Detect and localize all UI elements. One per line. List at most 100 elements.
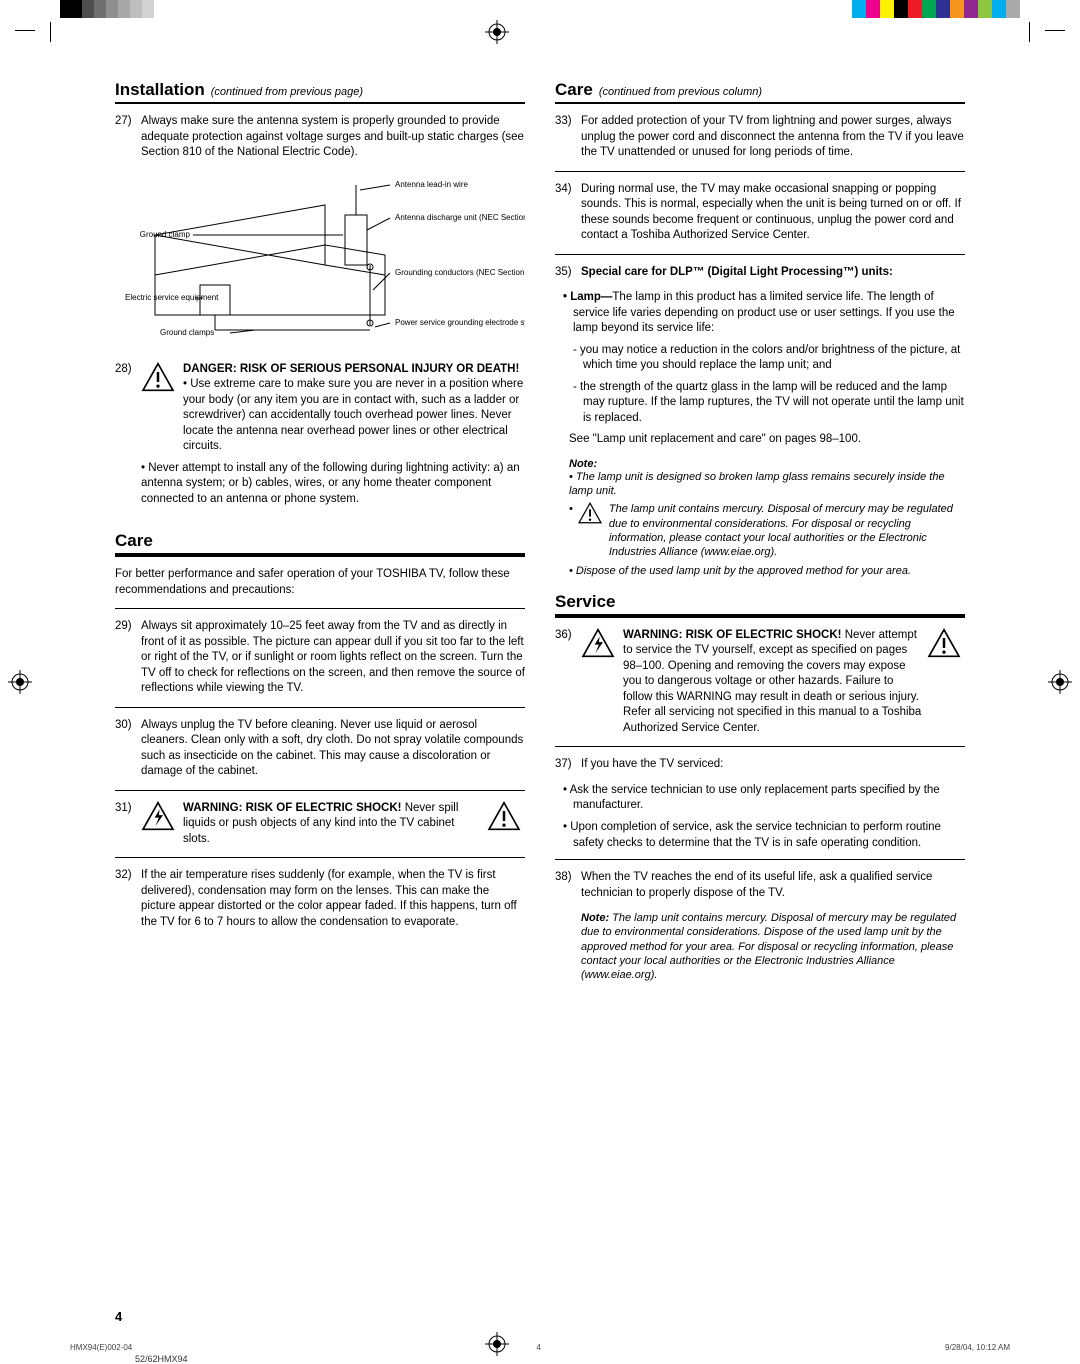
divider	[555, 171, 965, 172]
shock-icon	[141, 801, 179, 831]
item-text: If the air temperature rises suddenly (f…	[141, 868, 525, 930]
heading-continued: (continued from previous column)	[599, 86, 762, 98]
heading-continued: (continued from previous page)	[211, 86, 363, 98]
svg-text:Power service grounding electr: Power service grounding electrode system…	[395, 318, 525, 327]
crop-mark	[15, 30, 35, 31]
left-column: Installation (continued from previous pa…	[115, 80, 525, 983]
page-content: Installation (continued from previous pa…	[115, 80, 965, 983]
item-38: 38) When the TV reaches the end of its u…	[555, 870, 965, 901]
item-37-bullet: • Upon completion of service, ask the se…	[555, 820, 965, 851]
item-text: Always unplug the TV before cleaning. Ne…	[141, 718, 525, 780]
divider	[555, 859, 965, 860]
crop-mark	[50, 22, 51, 42]
footer-right: 9/28/04, 10:12 AM	[945, 1343, 1010, 1352]
warning-exclamation-icon	[577, 502, 605, 559]
item-32: 32) If the air temperature rises suddenl…	[115, 868, 525, 930]
page-number: 4	[115, 1309, 122, 1324]
item-27: 27) Always make sure the antenna system …	[115, 114, 525, 161]
care-heading: Care	[115, 531, 525, 557]
item-35-bullet: - the strength of the quartz glass in th…	[555, 380, 965, 427]
shock-icon	[581, 628, 619, 658]
item-text: During normal use, the TV may make occas…	[581, 182, 965, 244]
installation-heading: Installation (continued from previous pa…	[115, 80, 525, 104]
divider	[115, 790, 525, 791]
item-38-note: Note: The lamp unit contains mercury. Di…	[555, 911, 965, 982]
item-number: 35)	[555, 265, 577, 281]
footer-center: 4	[536, 1343, 540, 1352]
item-title: Special care for DLP™ (Digital Light Pro…	[581, 265, 965, 281]
registration-mark-icon	[8, 670, 32, 694]
footer: HMX94(E)002-04 4 9/28/04, 10:12 AM	[70, 1343, 1010, 1352]
item-35-bullet: - you may notice a reduction in the colo…	[555, 343, 965, 374]
item-number: 38)	[555, 870, 577, 901]
item-35: 35) Special care for DLP™ (Digital Light…	[555, 265, 965, 281]
grounding-diagram: Antenna lead-in wire Antenna discharge u…	[115, 175, 525, 345]
item-number: 27)	[115, 114, 137, 161]
color-registration-bar	[0, 0, 1080, 18]
note-text: • The lamp unit contains mercury. Dispos…	[555, 502, 965, 559]
item-number: 29)	[115, 619, 137, 697]
heading-title: Care	[115, 531, 153, 551]
item-number: 37)	[555, 757, 577, 773]
divider	[115, 707, 525, 708]
service-heading: Service	[555, 592, 965, 618]
registration-mark-icon	[485, 20, 509, 44]
warning-text: • Never attempt to install any of the fo…	[115, 461, 525, 508]
svg-text:Antenna lead-in wire: Antenna lead-in wire	[395, 180, 468, 189]
item-31: 31) WARNING: RISK OF ELECTRIC SHOCK! Nev…	[115, 801, 525, 848]
warning-title: WARNING: RISK OF ELECTRIC SHOCK!	[623, 629, 842, 641]
item-28: 28) DANGER: RISK OF SERIOUS PERSONAL INJ…	[115, 362, 525, 508]
footer-cut: 52/62HMX94	[135, 1354, 188, 1364]
item-number: 33)	[555, 114, 577, 161]
item-37: 37) If you have the TV serviced:	[555, 757, 965, 773]
warning-text: • Use extreme care to make sure you are …	[183, 377, 525, 455]
divider	[115, 608, 525, 609]
item-text: If you have the TV serviced:	[581, 757, 965, 773]
note-text: • Dispose of the used lamp unit by the a…	[555, 564, 965, 578]
warning-title: DANGER: RISK OF SERIOUS PERSONAL INJURY …	[183, 363, 519, 375]
registration-mark-icon	[1048, 670, 1072, 694]
note-text: • The lamp unit is designed so broken la…	[555, 470, 965, 499]
right-column: Care (continued from previous column) 33…	[555, 80, 965, 983]
item-35-lamp: • Lamp—The lamp in this product has a li…	[555, 290, 965, 337]
item-35-see: See "Lamp unit replacement and care" on …	[555, 432, 965, 448]
care-heading-right: Care (continued from previous column)	[555, 80, 965, 104]
item-37-bullet: • Ask the service technician to use only…	[555, 783, 965, 814]
item-30: 30) Always unplug the TV before cleaning…	[115, 718, 525, 780]
item-text: For added protection of your TV from lig…	[581, 114, 965, 161]
divider	[555, 746, 965, 747]
warning-exclamation-icon	[927, 628, 965, 658]
warning-title: WARNING: RISK OF ELECTRIC SHOCK!	[183, 802, 402, 814]
item-29: 29) Always sit approximately 10–25 feet …	[115, 619, 525, 697]
svg-text:Ground clamps: Ground clamps	[160, 328, 214, 337]
item-number: 36)	[555, 628, 577, 644]
svg-text:Antenna discharge unit (NEC Se: Antenna discharge unit (NEC Section 810-…	[395, 213, 525, 222]
divider	[115, 857, 525, 858]
item-34: 34) During normal use, the TV may make o…	[555, 182, 965, 244]
item-text: Always make sure the antenna system is p…	[141, 114, 525, 161]
divider	[555, 254, 965, 255]
warning-exclamation-icon	[141, 362, 179, 455]
warning-text: Never attempt to service the TV yourself…	[623, 629, 921, 734]
care-intro: For better performance and safer operati…	[115, 567, 525, 598]
item-number: 30)	[115, 718, 137, 780]
heading-title: Service	[555, 592, 616, 612]
note-label: Note:	[555, 458, 965, 470]
heading-title: Care	[555, 80, 593, 100]
footer-left: HMX94(E)002-04	[70, 1343, 132, 1352]
item-33: 33) For added protection of your TV from…	[555, 114, 965, 161]
item-number: 34)	[555, 182, 577, 244]
item-number: 31)	[115, 801, 137, 817]
item-number: 32)	[115, 868, 137, 930]
crop-mark	[1029, 22, 1030, 42]
item-text: When the TV reaches the end of its usefu…	[581, 870, 965, 901]
item-36: 36) WARNING: RISK OF ELECTRIC SHOCK! Nev…	[555, 628, 965, 737]
heading-title: Installation	[115, 80, 205, 100]
svg-text:Electric service equipment: Electric service equipment	[125, 293, 219, 302]
svg-text:Grounding conductors (NEC Sect: Grounding conductors (NEC Section 810-21…	[395, 268, 525, 277]
svg-text:Ground clamp: Ground clamp	[140, 230, 191, 239]
item-number: 28)	[115, 362, 137, 455]
crop-mark	[1045, 30, 1065, 31]
warning-exclamation-icon	[487, 801, 525, 831]
item-text: Always sit approximately 10–25 feet away…	[141, 619, 525, 697]
